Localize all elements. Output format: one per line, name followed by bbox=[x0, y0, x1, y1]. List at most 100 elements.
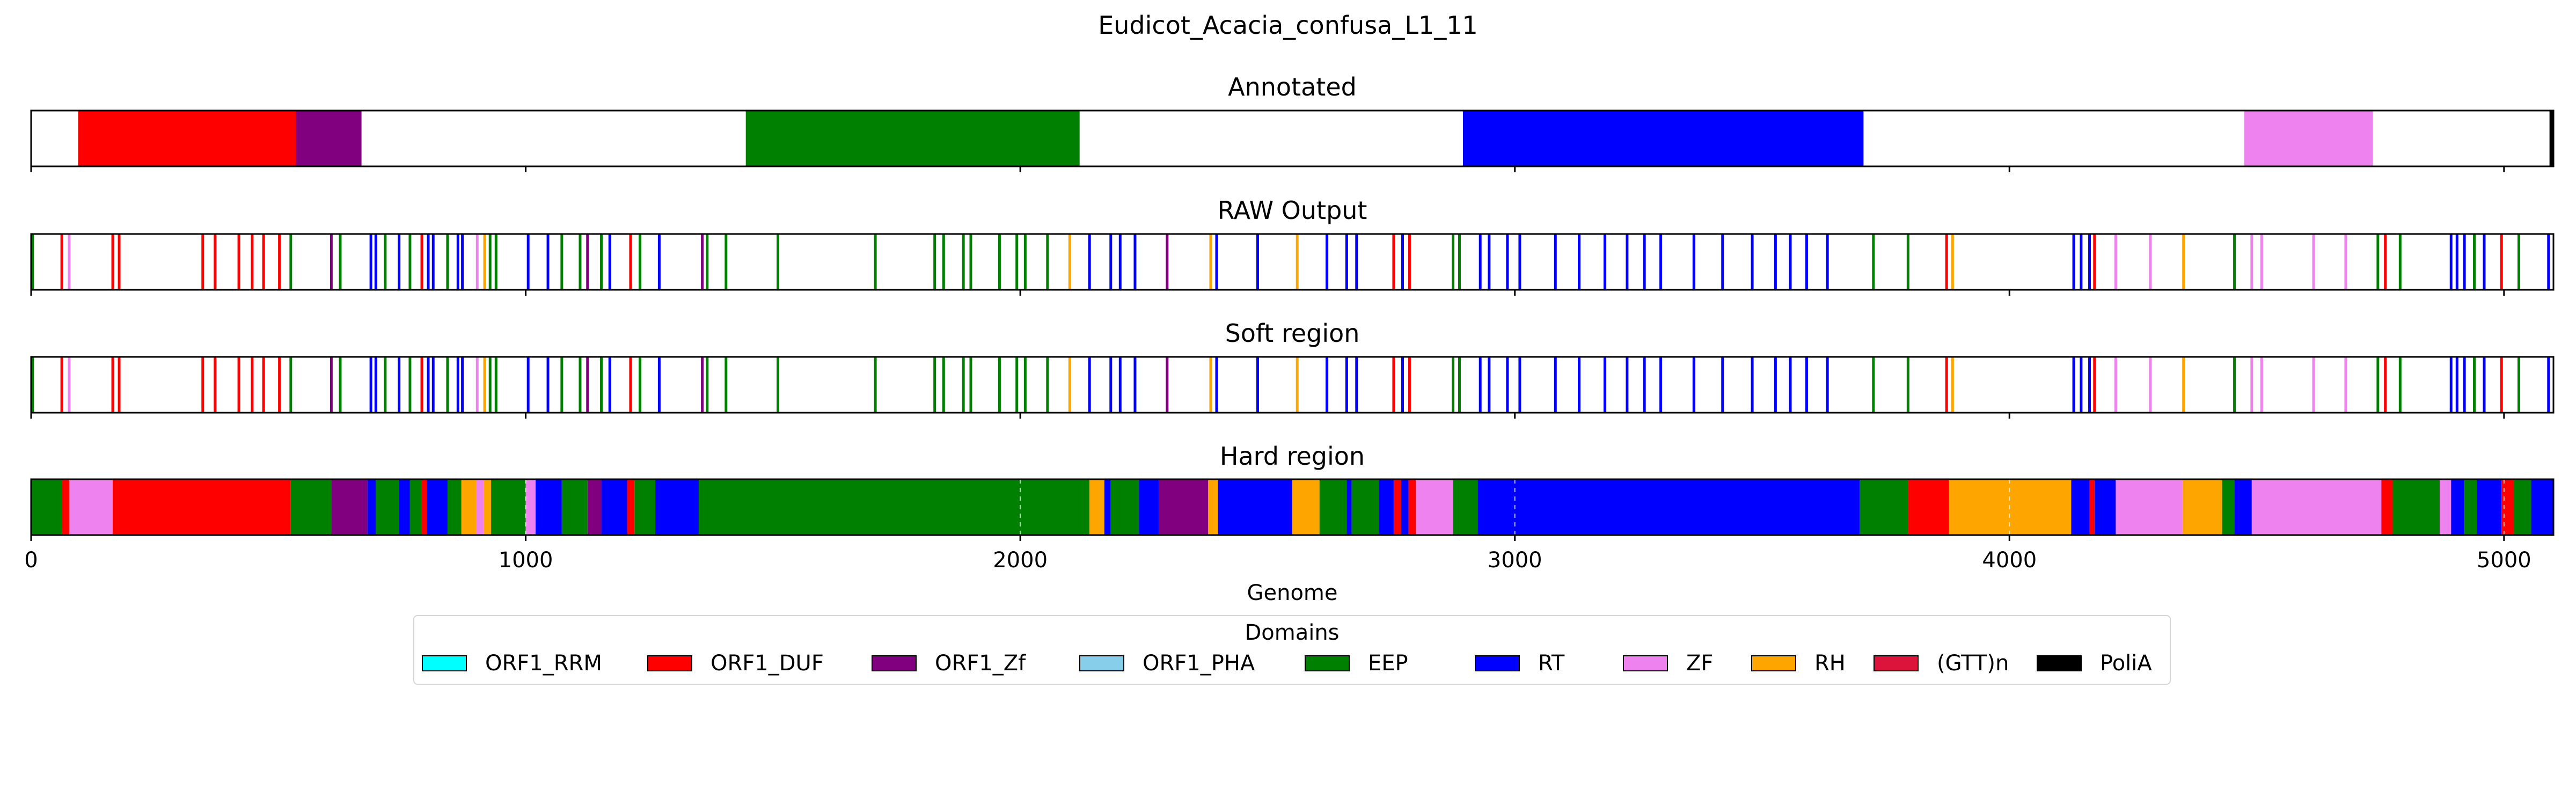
annotated-segment-zf-4 bbox=[2244, 111, 2373, 166]
legend-label: RH bbox=[1814, 651, 1846, 676]
hard-region-segment-zf-50 bbox=[2116, 479, 2183, 535]
hard-region-segment-eep-7 bbox=[376, 479, 399, 535]
hard-region-segment-orf1-duf-22 bbox=[627, 479, 635, 535]
legend-swatch bbox=[422, 655, 467, 671]
hard-region-segment-rh-51 bbox=[2182, 479, 2222, 535]
hard-region-segment-eep-9 bbox=[409, 479, 422, 535]
hard-region-segment-orf1-duf-38 bbox=[1393, 479, 1401, 535]
legend-label: ORF1_RRM bbox=[485, 651, 602, 676]
legend-swatch bbox=[1079, 655, 1124, 671]
hard-region-segment-eep-4 bbox=[290, 479, 332, 535]
hard-region-frame bbox=[30, 478, 2555, 536]
legend-item-orf1-pha: ORF1_PHA bbox=[1079, 650, 1255, 676]
hard-region-segment-orf1-duf-55 bbox=[2381, 479, 2393, 535]
hard-region-segment-orf1-zf-5 bbox=[331, 479, 368, 535]
hard-region-segment-eep-12 bbox=[447, 479, 462, 535]
legend-label: RT bbox=[1538, 651, 1565, 676]
hard-region-segment-orf1-duf-45 bbox=[1908, 479, 1949, 535]
hard-region-segment-rh-26 bbox=[1089, 479, 1104, 535]
hard-region-segment-rh-46 bbox=[1949, 479, 2072, 535]
annotated-segment-orf1-duf-0 bbox=[78, 111, 296, 166]
hard-region-segment-rt-6 bbox=[367, 479, 376, 535]
hard-region-segment-zf-41 bbox=[1416, 479, 1453, 535]
hard-region-track bbox=[31, 479, 2553, 535]
legend-swatch bbox=[1475, 655, 1520, 671]
raw-output-track bbox=[31, 234, 2550, 290]
legend-item-zf: ZF bbox=[1623, 650, 1713, 676]
hard-region-segment-orf1-zf-20 bbox=[587, 479, 602, 535]
hard-region-segment-eep-62 bbox=[2514, 479, 2531, 535]
hard-region-segment-zf-14 bbox=[476, 479, 484, 535]
legend-swatch bbox=[872, 655, 917, 671]
hard-region-segment-rt-37 bbox=[1379, 479, 1394, 535]
hard-region-segment-rt-8 bbox=[399, 479, 410, 535]
domains-legend: Domains ORF1_RRM ORF1_DUF ORF1_Zf ORF1_PHA E… bbox=[413, 615, 2171, 685]
legend-swatch bbox=[1751, 655, 1796, 671]
x-tick-label-4000: 4000 bbox=[1982, 548, 2037, 573]
hard-region-segment-orf1-duf-3 bbox=[113, 479, 291, 535]
annotated-segment-eep-2 bbox=[745, 111, 1080, 166]
hard-region-segment-eep-23 bbox=[634, 479, 656, 535]
hard-region-segment-rt-43 bbox=[1477, 479, 1860, 535]
panel-title-hard-region: Hard region bbox=[1220, 442, 1365, 471]
legend-label: ZF bbox=[1686, 651, 1714, 676]
hard-region-segment-zf-57 bbox=[2440, 479, 2451, 535]
annotated-segment-orf1-zf-1 bbox=[296, 111, 362, 166]
x-tick-label-1000: 1000 bbox=[499, 548, 553, 573]
hard-region-segment-rt-49 bbox=[2094, 479, 2116, 535]
x-tick-label-5000: 5000 bbox=[2477, 548, 2531, 573]
hard-region-segment-eep-19 bbox=[561, 479, 588, 535]
hard-region-segment-rt-11 bbox=[427, 479, 448, 535]
hard-region-segment-eep-44 bbox=[1860, 479, 1908, 535]
annotated-frame bbox=[30, 109, 2555, 167]
hard-region-segment-rt-60 bbox=[2477, 479, 2502, 535]
x-tick-label-3000: 3000 bbox=[1488, 548, 1542, 573]
hard-region-segment-orf1-duf-40 bbox=[1408, 479, 1416, 535]
legend-label: (GTT)n bbox=[1937, 651, 2009, 676]
legend-swatch bbox=[2037, 655, 2082, 671]
hard-region-segment-orf1-duf-10 bbox=[422, 479, 427, 535]
hard-region-segment-rh-13 bbox=[461, 479, 477, 535]
legend-swatch bbox=[1623, 655, 1668, 671]
figure-title: Eudicot_Acacia_confusa_L1_11 bbox=[1098, 11, 1478, 40]
hard-region-segment-rt-47 bbox=[2071, 479, 2090, 535]
hard-region-segment-rh-31 bbox=[1208, 479, 1218, 535]
hard-region-segment-eep-16 bbox=[491, 479, 526, 535]
hard-region-segment-eep-0 bbox=[31, 479, 62, 535]
legend-label: EEP bbox=[1368, 651, 1408, 676]
legend-item-orf1-zf: ORF1_Zf bbox=[872, 650, 1026, 676]
legend-swatch bbox=[647, 655, 692, 671]
x-axis-ticks bbox=[30, 166, 2505, 541]
legend-item-rt: RT bbox=[1475, 650, 1564, 676]
hard-region-segment-orf1-duf-61 bbox=[2501, 479, 2514, 535]
hard-region-segment-rt-18 bbox=[536, 479, 562, 535]
legend-item-orf1-duf: ORF1_DUF bbox=[647, 650, 824, 676]
hard-region-segment-rh-15 bbox=[484, 479, 492, 535]
hard-region-segment-eep-25 bbox=[699, 479, 1090, 535]
hard-region-segment-rt-21 bbox=[601, 479, 627, 535]
hard-region-segment-eep-56 bbox=[2392, 479, 2440, 535]
hard-region-segment-rt-35 bbox=[1346, 479, 1352, 535]
soft-region-frame bbox=[30, 356, 2555, 414]
hard-region-segment-zf-54 bbox=[2251, 479, 2382, 535]
legend-item-rh: RH bbox=[1751, 650, 1846, 676]
hard-region-segment-rt-53 bbox=[2234, 479, 2252, 535]
x-axis-label: Genome bbox=[1247, 581, 1337, 605]
legend-label: PoliA bbox=[2100, 651, 2152, 676]
hard-region-segment-rt-58 bbox=[2451, 479, 2465, 535]
hard-region-segment-eep-52 bbox=[2222, 479, 2235, 535]
hard-region-segment-orf1-duf-48 bbox=[2089, 479, 2095, 535]
legend-label: ORF1_PHA bbox=[1143, 651, 1255, 676]
legend-item-eep: EEP bbox=[1305, 650, 1408, 676]
annotated-track bbox=[78, 111, 2553, 166]
legend-label: ORF1_DUF bbox=[711, 651, 824, 676]
x-axis-tick-labels: 0 1000 2000 3000 4000 5000 bbox=[24, 548, 2531, 573]
legend-swatch bbox=[1305, 655, 1350, 671]
hard-region-segment-zf-2 bbox=[69, 479, 113, 535]
soft-region-track bbox=[31, 357, 2550, 413]
hard-region-segment-zf-17 bbox=[525, 479, 536, 535]
hard-region-segment-eep-34 bbox=[1319, 479, 1347, 535]
x-tick-label-0: 0 bbox=[24, 548, 38, 573]
panel-title-annotated: Annotated bbox=[1228, 72, 1357, 101]
